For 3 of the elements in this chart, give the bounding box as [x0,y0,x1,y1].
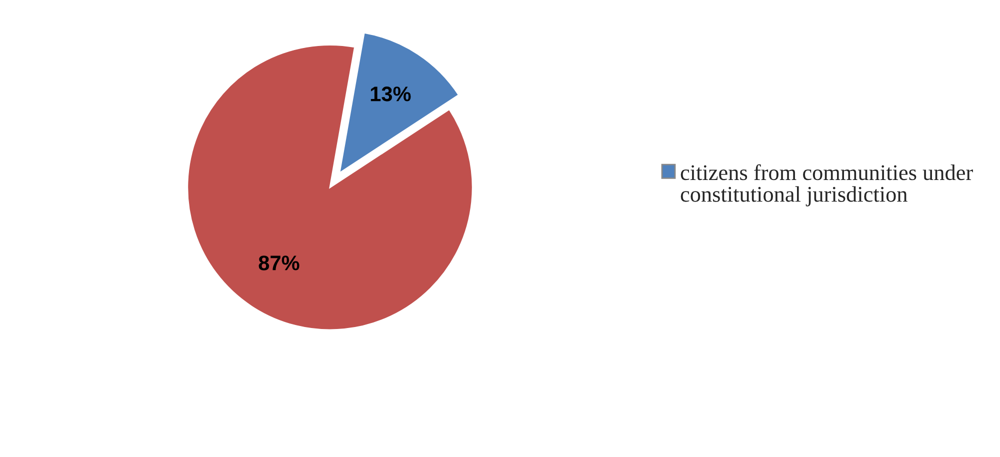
legend-label: citizens from communities under constitutional jurisdiction [680,164,973,206]
data-label: 13% [370,86,411,102]
data-label: 87% [258,256,300,270]
